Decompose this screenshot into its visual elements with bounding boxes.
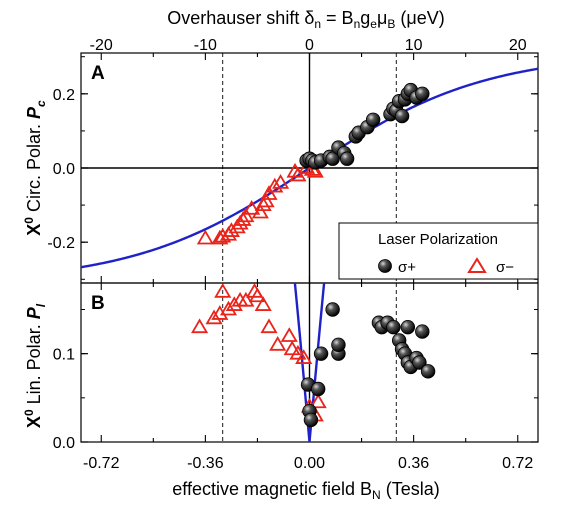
legend-marker-sigma-minus bbox=[467, 257, 487, 273]
panel-a-sigma-minus-point bbox=[211, 229, 229, 245]
top-axis-title: Overhauser shift δn = BngeμB (μeV) bbox=[167, 8, 444, 31]
panel-b-sigma-plus-point bbox=[415, 324, 430, 339]
panel-a-sigma-plus-point bbox=[394, 108, 410, 124]
top-tick-label: -10 bbox=[194, 37, 217, 54]
panel-a-sigma-minus-point bbox=[214, 227, 232, 243]
panel-a-sigma-plus-point bbox=[365, 112, 381, 127]
bottom-axis-title: effective magnetic field BN (Tesla) bbox=[172, 479, 439, 502]
panel-b-sigma-plus-point bbox=[412, 355, 427, 370]
panel-a-sigma-plus-point bbox=[325, 151, 340, 166]
legend-box bbox=[338, 222, 539, 280]
panel-a-sigma-minus-point bbox=[266, 177, 284, 193]
panel-b-sigma-plus-point bbox=[325, 302, 340, 317]
top-tick-label: 10 bbox=[405, 37, 423, 54]
panel-b-sigma-minus-point bbox=[289, 344, 307, 360]
panel-b-sigma-minus-point bbox=[214, 283, 232, 298]
bottom-tick-label: 0.00 bbox=[294, 455, 325, 472]
svg-text:X0 Circ. Polar. Pc: X0 Circ. Polar. Pc bbox=[22, 100, 48, 236]
legend-marker-sigma-plus bbox=[378, 259, 392, 273]
legend-label-sigma-minus: σ− bbox=[496, 259, 514, 276]
panel-b-sigma-minus-point bbox=[205, 309, 223, 325]
panel-b-sigma-minus-point bbox=[254, 296, 272, 311]
panel-a-ylabel: X0 Circ. Polar. Pc bbox=[22, 100, 48, 236]
panel-b-ytick-label: 0.1 bbox=[53, 347, 75, 364]
top-tick-label: -20 bbox=[90, 37, 113, 54]
panel-b-sigma-minus-point bbox=[248, 287, 267, 303]
panel-a-sigma-minus-point bbox=[286, 162, 304, 178]
panel-b: 0.0 0.1 B bbox=[53, 282, 539, 452]
panel-a: -0.2 0.0 0.2 A bbox=[47, 52, 539, 284]
legend: Laser Polarization σ+ σ− bbox=[338, 222, 539, 280]
panel-a-sigma-plus-point bbox=[415, 86, 430, 102]
panel-a-sigma-minus-point bbox=[306, 162, 324, 178]
panel-b-sigma-plus-point bbox=[400, 319, 416, 335]
panel-a-ytick-label: -0.2 bbox=[47, 235, 75, 252]
bottom-tick-label: 0.72 bbox=[502, 455, 533, 472]
panel-b-sigma-minus-point bbox=[260, 318, 278, 334]
panel-a-sigma-minus-point bbox=[196, 229, 214, 245]
panel-a-sigma-plus-point bbox=[339, 151, 355, 166]
top-tick-label: 20 bbox=[509, 37, 527, 54]
panel-b-sigma-minus-point bbox=[191, 318, 209, 334]
top-axis: -20 -10 0 10 20 bbox=[90, 37, 527, 54]
bottom-axis: -0.72 -0.36 0.00 0.36 0.72 bbox=[83, 455, 533, 472]
panel-b-sigma-minus-point bbox=[237, 291, 255, 307]
panel-b-sigma-minus-point bbox=[309, 393, 327, 409]
panel-a-sigma-minus-point bbox=[243, 200, 261, 215]
panel-b-sigma-minus-point bbox=[295, 349, 313, 364]
top-tick-label: 0 bbox=[305, 37, 314, 54]
panel-b-ylabel: X0 Lin. Polar. Pl bbox=[22, 303, 48, 428]
panel-b-sigma-plus-point bbox=[331, 337, 346, 353]
panel-a-ytick-label: 0.0 bbox=[53, 161, 75, 178]
panel-b-sigma-plus-point bbox=[310, 381, 326, 397]
panel-b-sigma-plus-point bbox=[313, 346, 329, 361]
bottom-tick-label: -0.36 bbox=[187, 455, 224, 472]
panel-b-letter: B bbox=[91, 293, 105, 314]
panel-b-sigma-minus-point bbox=[283, 340, 301, 356]
panel-a-ytick-label: 0.2 bbox=[53, 87, 75, 104]
legend-label-sigma-plus: σ+ bbox=[398, 259, 416, 276]
svg-text:X0 Lin. Polar. Pl: X0 Lin. Polar. Pl bbox=[22, 303, 48, 428]
panel-a-letter: A bbox=[91, 63, 105, 84]
panel-b-ytick-label: 0.0 bbox=[53, 435, 75, 452]
panel-b-sigma-plus-point bbox=[420, 364, 436, 379]
panel-b-sigma-minus-point bbox=[280, 327, 298, 342]
legend-title: Laser Polarization bbox=[378, 231, 498, 248]
panel-b-sigma-minus-point bbox=[219, 300, 238, 316]
panel-b-sigma-minus-point bbox=[269, 336, 287, 351]
panel-b-sigma-minus-point bbox=[225, 296, 243, 311]
panel-b-sigma-plus-point bbox=[303, 412, 319, 428]
bottom-tick-label: 0.36 bbox=[398, 455, 429, 472]
panel-b-sigma-plus-point bbox=[386, 319, 401, 335]
bottom-tick-label: -0.72 bbox=[83, 455, 120, 472]
